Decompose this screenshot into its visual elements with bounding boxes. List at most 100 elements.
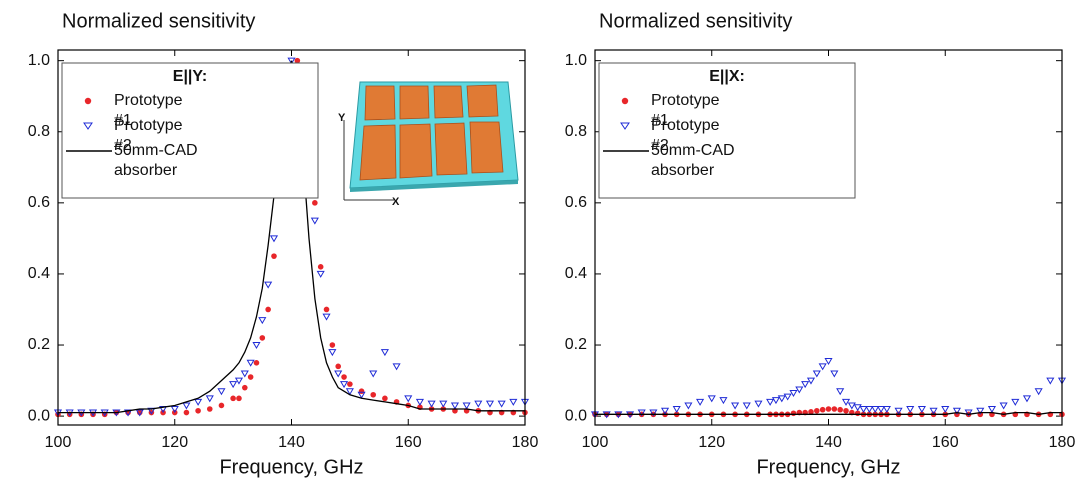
series-line (595, 411, 1062, 415)
marker (865, 406, 874, 413)
marker (812, 370, 821, 378)
legend-swatch (83, 122, 93, 130)
marker (415, 398, 424, 406)
marker (229, 381, 238, 389)
marker (322, 313, 331, 321)
y-tick-label: 1.0 (28, 52, 50, 69)
marker (806, 377, 816, 385)
y-tick-label: 0.8 (28, 123, 50, 140)
marker (170, 406, 179, 413)
marker (1034, 388, 1043, 396)
marker (240, 370, 249, 378)
marker (637, 409, 646, 417)
legend-swatch (620, 122, 630, 130)
marker (754, 400, 763, 408)
x-tick-label: 140 (278, 434, 305, 451)
marker (159, 406, 168, 413)
x-tick-label: 120 (698, 434, 725, 451)
plot-frame (57, 49, 526, 426)
legend-box (61, 62, 319, 199)
marker (230, 395, 236, 402)
marker (345, 388, 354, 396)
y-tick-label: 0.2 (28, 336, 50, 353)
x-tick-label: 180 (512, 434, 539, 451)
plot-frame (594, 49, 1063, 426)
marker (795, 386, 804, 394)
marker (1022, 395, 1032, 403)
marker (404, 395, 413, 403)
marker (847, 402, 856, 410)
marker (853, 404, 862, 412)
legend-swatch (621, 97, 629, 105)
marker (323, 306, 330, 313)
chart-title: Normalized sensitivity (62, 10, 255, 32)
marker (147, 407, 156, 415)
legend-label: Prototype #1 (651, 92, 720, 129)
marker (771, 397, 781, 405)
x-tick-label: 100 (582, 434, 609, 451)
marker (236, 395, 242, 402)
marker (234, 377, 244, 385)
legend-label: Prototype #2 (651, 117, 720, 154)
marker (917, 406, 926, 413)
marker (259, 335, 266, 341)
marker (790, 410, 797, 417)
marker (450, 402, 460, 410)
marker (808, 409, 814, 415)
marker (825, 406, 832, 412)
y-tick-label: 0.6 (565, 194, 587, 211)
marker (843, 407, 849, 414)
marker (672, 406, 681, 413)
marker (485, 400, 495, 408)
marker (369, 370, 378, 378)
marker (135, 409, 144, 417)
x-tick-label: 140 (815, 434, 842, 451)
marker (316, 270, 325, 278)
axis-label: X (392, 196, 400, 208)
marker (719, 397, 728, 405)
marker (439, 400, 448, 408)
marker (783, 393, 792, 401)
marker (341, 374, 347, 380)
y-tick-label: 1.0 (565, 52, 587, 69)
marker (1011, 398, 1020, 406)
marker (871, 406, 880, 413)
marker (742, 402, 751, 410)
marker (271, 253, 277, 259)
marker (392, 363, 401, 371)
marker (317, 264, 324, 270)
x-axis-label: Frequency, GHz (756, 456, 900, 478)
marker (382, 395, 388, 402)
marker (929, 407, 938, 415)
marker (814, 407, 820, 414)
marker (205, 395, 214, 403)
marker (837, 406, 843, 413)
x-tick-label: 100 (45, 434, 72, 451)
marker (294, 57, 301, 64)
legend-label: Prototype #2 (114, 117, 183, 154)
marker (265, 306, 271, 313)
marker (328, 349, 337, 357)
patches (359, 84, 504, 181)
inset-diagram: Y X (338, 81, 519, 208)
marker (731, 402, 740, 410)
y-tick-label: 0.0 (28, 407, 50, 424)
legend-swatch (84, 97, 92, 105)
marker (818, 363, 827, 371)
marker (824, 358, 833, 366)
marker (882, 406, 891, 413)
chart-title: Normalized sensitivity (599, 10, 792, 32)
marker (427, 400, 436, 408)
marker (766, 398, 775, 406)
marker (218, 402, 225, 409)
marker (252, 342, 261, 350)
marker (380, 349, 389, 357)
axis-label: Y (338, 112, 346, 124)
marker (684, 402, 693, 410)
marker (999, 402, 1008, 410)
legend-title: E||X: (709, 68, 745, 85)
marker (194, 398, 203, 406)
marker (831, 406, 838, 412)
marker (312, 200, 318, 206)
